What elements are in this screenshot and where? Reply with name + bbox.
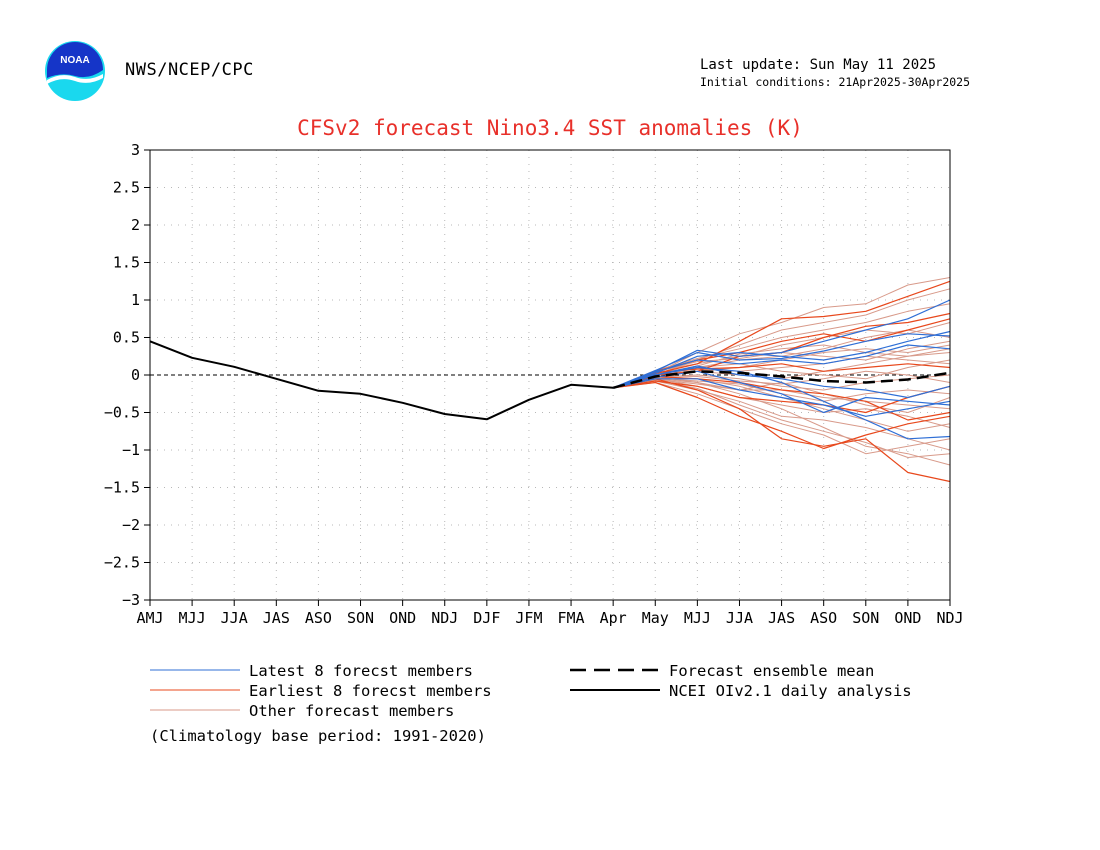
x-tick-label-2: JJA [221,609,248,627]
x-tick-label-8: DJF [473,609,500,627]
latest-member-line-5 [613,378,951,417]
x-tick-label-11: Apr [600,609,627,627]
legend-latest: Latest 8 forecst members [249,662,473,680]
noaa-logo-text: NOAA [60,55,89,66]
x-tick-label-9: JFM [515,609,542,627]
y-tick-label-3: 1.5 [113,254,140,272]
y-tick-label-0: 3 [131,141,140,159]
other-member-line-3 [613,378,951,466]
agency-label: NWS/NCEP/CPC [125,60,254,80]
x-tick-label-17: SON [852,609,879,627]
y-tick-label-5: 0.5 [113,329,140,347]
legend: Latest 8 forecst members Earliest 8 fore… [150,662,912,720]
other-member-line-4 [613,382,951,455]
x-tick-label-13: MJJ [684,609,711,627]
y-tick-label-10: −2 [122,516,140,534]
y-tick-label-8: −1 [122,441,140,459]
earliest-member-line-0 [613,280,951,389]
legend-earliest: Earliest 8 forecst members [249,682,492,700]
other-member-line-19 [613,379,951,458]
x-tick-label-12: May [642,609,669,627]
x-tick-label-10: FMA [558,609,585,627]
ensemble-mean-line [612,370,951,390]
x-tick-label-7: NDJ [431,609,458,627]
y-tick-label-7: −0.5 [104,404,140,422]
x-tick-label-5: SON [347,609,374,627]
y-tick-label-11: −2.5 [104,554,140,572]
x-axis: AMJ MJJ JJA JAS ASO SON OND NDJ DJF JFM FMA Apr May M… [136,600,964,627]
x-tick-label-18: OND [894,609,921,627]
x-tick-label-4: ASO [305,609,332,627]
x-tick-label-0: AMJ [136,609,163,627]
y-tick-label-2: 2 [131,216,140,234]
x-tick-label-3: JAS [263,609,290,627]
noaa-logo: NOAA [45,41,105,101]
y-tick-label-1: 2.5 [113,179,140,197]
mean-series [612,370,951,390]
x-tick-label-19: NDJ [936,609,963,627]
last-update: Last update: Sun May 11 2025 [700,57,937,73]
y-tick-label-12: −3 [122,591,140,609]
other-member-line-11 [613,380,951,451]
initial-conditions: Initial conditions: 21Apr2025-30Apr2025 [700,75,971,89]
x-tick-label-16: ASO [810,609,837,627]
other-member-line-16 [613,303,951,389]
y-tick-label-6: 0 [131,366,140,384]
latest-member-line-6 [612,333,951,389]
x-tick-label-1: MJJ [179,609,206,627]
latest-member-line-4 [612,344,951,389]
y-tick-label-4: 1 [131,291,140,309]
legend-other: Other forecast members [249,702,454,720]
earliest-member-line-5 [613,380,951,414]
climatology-note: (Climatology base period: 1991-2020) [150,727,486,745]
x-tick-label-14: JJA [726,609,753,627]
y-tick-label-9: −1.5 [104,479,140,497]
y-axis: 3 2.5 2 1.5 1 0.5 0 −0.5 −1 −1.5 −2 −2.5 −3 [104,141,150,609]
earliest-member-line-3 [613,381,951,450]
other-member-line-17 [613,370,951,389]
analysis-line [149,340,614,421]
x-tick-label-15: JAS [768,609,795,627]
legend-mean: Forecast ensemble mean [669,662,874,680]
x-tick-label-6: OND [389,609,416,627]
analysis-series [149,340,614,421]
chart-title: CFSv2 forecast Nino3.4 SST anomalies (K) [297,116,803,140]
legend-analysis: NCEI OIv2.1 daily analysis [669,682,912,700]
latest-member-line-7 [613,365,951,399]
earliest-member-line-7 [613,375,951,421]
